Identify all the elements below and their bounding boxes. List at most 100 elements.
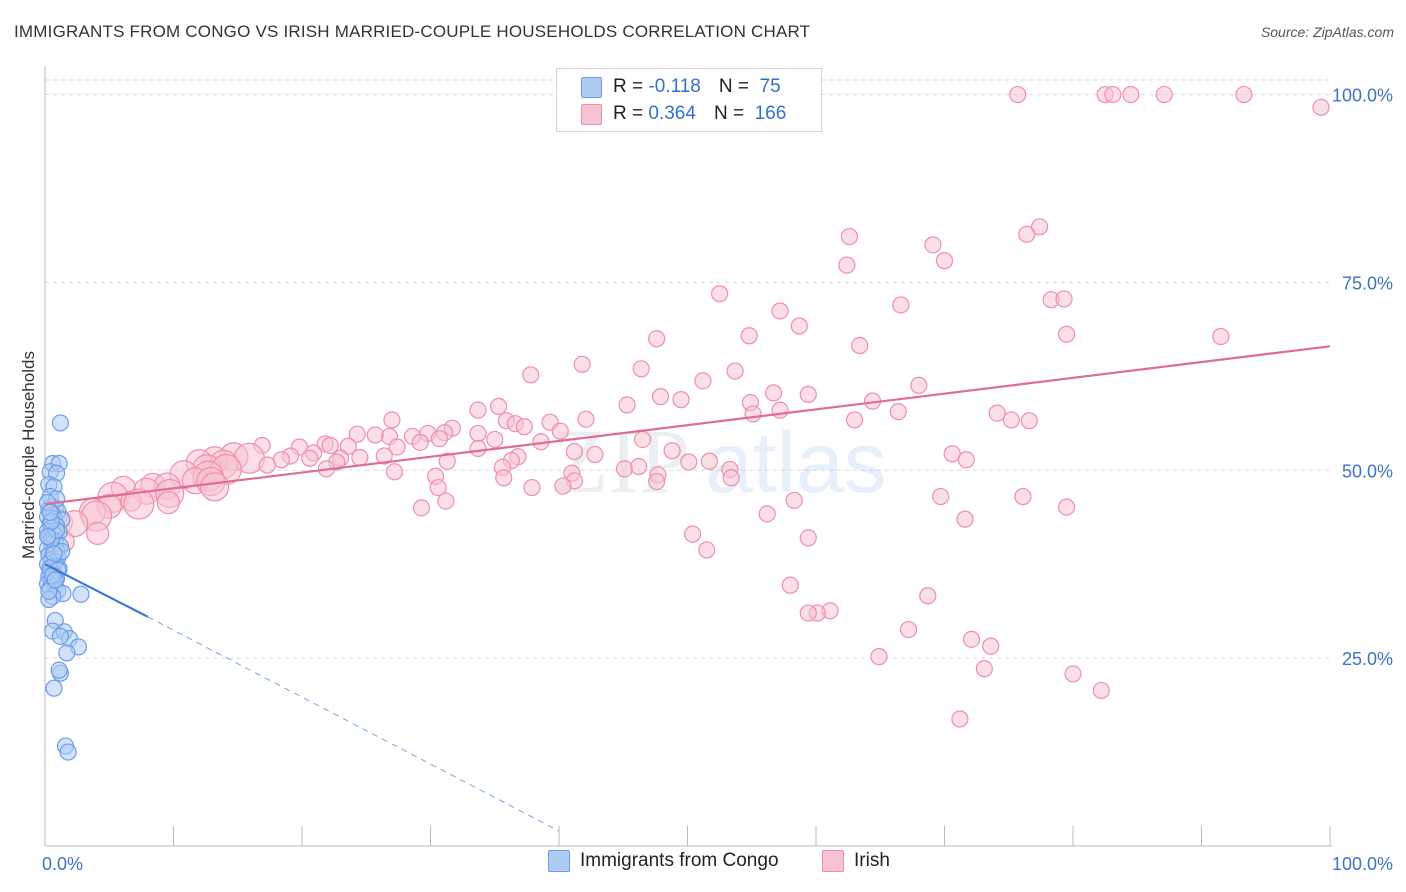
trend-line-irish bbox=[44, 345, 1331, 506]
data-point bbox=[258, 456, 276, 474]
data-point bbox=[469, 424, 487, 443]
data-point bbox=[469, 401, 487, 419]
data-point bbox=[321, 436, 339, 455]
data-point bbox=[72, 585, 90, 603]
r-label: R = bbox=[613, 103, 644, 124]
legend-item-irish[interactable]: Irish bbox=[822, 850, 890, 872]
data-point bbox=[838, 256, 856, 274]
x-tick-label: 100.0% bbox=[1332, 854, 1393, 874]
data-point bbox=[339, 437, 357, 455]
x-tick-label: 0.0% bbox=[42, 854, 83, 874]
data-point bbox=[522, 366, 540, 384]
data-point bbox=[438, 452, 456, 470]
data-point bbox=[554, 477, 572, 495]
data-point bbox=[156, 490, 180, 515]
data-point bbox=[771, 302, 789, 320]
data-point bbox=[46, 571, 64, 589]
data-point bbox=[573, 355, 591, 373]
data-point bbox=[892, 296, 910, 314]
congo-swatch bbox=[581, 76, 602, 98]
data-point bbox=[899, 620, 918, 639]
data-point bbox=[651, 388, 670, 406]
data-point bbox=[86, 521, 110, 545]
data-point bbox=[932, 487, 950, 506]
data-point bbox=[1122, 85, 1140, 104]
data-point bbox=[1057, 325, 1076, 343]
axes bbox=[44, 66, 1332, 847]
data-point bbox=[200, 472, 230, 502]
data-point bbox=[388, 438, 406, 456]
data-point bbox=[429, 478, 447, 497]
data-point bbox=[586, 445, 604, 464]
data-point bbox=[845, 411, 864, 429]
data-point bbox=[982, 637, 1000, 655]
legend-label-congo: Immigrants from Congo bbox=[580, 850, 779, 871]
data-point bbox=[618, 396, 636, 414]
data-point bbox=[680, 453, 698, 471]
data-point bbox=[694, 372, 712, 390]
data-point bbox=[486, 430, 504, 449]
data-point bbox=[41, 503, 59, 521]
data-point bbox=[523, 478, 541, 497]
data-point bbox=[1014, 487, 1032, 506]
n-label: N = bbox=[718, 76, 749, 97]
data-point bbox=[764, 384, 783, 402]
r-value-irish: 0.364 bbox=[648, 103, 696, 124]
data-point bbox=[698, 541, 716, 559]
data-point bbox=[383, 411, 401, 429]
n-value-congo: 75 bbox=[759, 76, 781, 97]
n-value-irish: 166 bbox=[754, 103, 787, 124]
data-point bbox=[1155, 85, 1173, 104]
legend-item-congo[interactable]: Immigrants from Congo bbox=[548, 850, 779, 872]
legend-label-irish: Irish bbox=[854, 850, 890, 871]
data-point bbox=[951, 710, 969, 728]
data-point bbox=[615, 460, 634, 478]
data-point bbox=[740, 327, 758, 345]
data-point bbox=[799, 529, 817, 547]
source-credit: Source: ZipAtlas.com bbox=[1260, 24, 1394, 40]
stats-row-congo: R = -0.118 N = 75 bbox=[581, 74, 781, 100]
data-point bbox=[301, 449, 319, 467]
data-point bbox=[59, 743, 77, 761]
data-point bbox=[771, 401, 789, 419]
data-point bbox=[495, 469, 513, 487]
data-point bbox=[351, 448, 369, 467]
data-point bbox=[38, 527, 57, 546]
data-point bbox=[726, 362, 744, 380]
data-point bbox=[469, 439, 487, 458]
data-point bbox=[430, 430, 449, 448]
data-point bbox=[758, 505, 776, 523]
data-point bbox=[577, 410, 595, 428]
congo-points bbox=[38, 414, 90, 761]
data-point bbox=[385, 463, 404, 481]
data-point bbox=[490, 397, 508, 415]
data-point bbox=[924, 236, 942, 254]
data-point bbox=[366, 426, 384, 444]
watermark: ZIP atlas bbox=[552, 410, 887, 512]
data-point bbox=[648, 472, 666, 491]
y-axis-label: Married-couple Households bbox=[19, 351, 38, 559]
tick-labels: 25.0% 50.0% 75.0% 100.0% 0.0% 100.0% bbox=[42, 86, 1393, 874]
data-point bbox=[348, 425, 366, 443]
data-point bbox=[988, 404, 1006, 422]
data-point bbox=[1057, 498, 1076, 516]
data-point bbox=[1064, 665, 1082, 683]
data-point bbox=[781, 576, 799, 594]
data-point bbox=[956, 510, 974, 528]
data-point bbox=[412, 499, 431, 517]
data-point bbox=[45, 545, 63, 563]
data-point bbox=[1212, 327, 1230, 346]
data-point bbox=[633, 430, 652, 449]
data-point bbox=[700, 452, 718, 470]
data-point bbox=[1009, 85, 1027, 104]
y-tick-label: 75.0% bbox=[1342, 273, 1393, 293]
data-point bbox=[975, 660, 993, 678]
data-point bbox=[648, 330, 666, 348]
data-point bbox=[910, 376, 928, 394]
data-point bbox=[437, 492, 455, 510]
congo-legend-swatch bbox=[548, 850, 570, 872]
data-point bbox=[1030, 218, 1049, 236]
irish-points bbox=[47, 85, 1330, 728]
data-point bbox=[411, 433, 429, 452]
trend-line-congo-extension bbox=[147, 616, 560, 832]
